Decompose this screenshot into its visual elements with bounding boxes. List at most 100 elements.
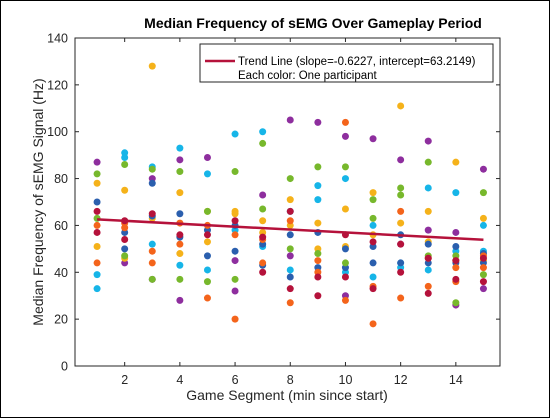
data-point — [121, 153, 129, 161]
data-point — [341, 175, 349, 183]
legend-trend-label: Trend Line (slope=-0.6227, intercept=63.… — [238, 56, 476, 68]
data-point — [479, 221, 487, 229]
y-tick-label: 60 — [54, 219, 68, 233]
data-point — [93, 259, 101, 267]
data-point — [148, 179, 156, 187]
data-point — [286, 299, 294, 307]
data-point — [203, 252, 211, 260]
data-point — [231, 275, 239, 283]
data-point — [369, 273, 377, 281]
data-point — [452, 299, 460, 307]
data-point — [203, 170, 211, 178]
data-point — [314, 292, 322, 300]
data-point — [176, 144, 184, 152]
data-point — [286, 207, 294, 215]
data-point — [148, 210, 156, 218]
data-point — [314, 219, 322, 227]
data-point — [93, 198, 101, 206]
data-point — [148, 240, 156, 248]
data-point — [176, 189, 184, 197]
data-point — [424, 282, 432, 290]
data-point — [148, 275, 156, 283]
data-point — [259, 233, 267, 241]
data-point — [176, 240, 184, 248]
data-point — [479, 264, 487, 272]
legend: Trend Line (slope=-0.6227, intercept=63.… — [199, 43, 494, 83]
data-point — [93, 243, 101, 251]
data-point — [231, 247, 239, 255]
data-point — [397, 207, 405, 215]
data-point — [203, 238, 211, 246]
x-tick-label: 10 — [339, 373, 353, 387]
data-point — [93, 207, 101, 215]
data-point — [479, 254, 487, 262]
data-point — [203, 207, 211, 215]
data-point — [259, 259, 267, 267]
data-point — [341, 296, 349, 304]
y-axis-label: Median Frequency of sEMG Signal (Hz) — [30, 78, 46, 325]
y-tick-label: 100 — [47, 125, 68, 139]
data-point — [369, 221, 377, 229]
trend-line — [97, 218, 484, 242]
data-point — [176, 261, 184, 269]
data-point — [121, 235, 129, 243]
data-point — [397, 268, 405, 276]
data-point — [397, 240, 405, 248]
data-point — [148, 247, 156, 255]
data-point — [121, 186, 129, 194]
data-point — [314, 163, 322, 171]
data-point — [479, 271, 487, 279]
data-point — [424, 266, 432, 274]
data-point — [176, 275, 184, 283]
data-point — [424, 289, 432, 297]
data-point — [231, 168, 239, 176]
y-tick-label: 120 — [47, 78, 68, 92]
data-point — [341, 259, 349, 267]
data-point — [479, 214, 487, 222]
data-point — [93, 285, 101, 293]
data-point — [424, 184, 432, 192]
data-point — [369, 259, 377, 267]
data-point — [452, 264, 460, 272]
data-point — [341, 273, 349, 281]
data-point — [259, 191, 267, 199]
plot-area — [74, 37, 501, 367]
data-point — [286, 245, 294, 253]
x-tick-label: 14 — [449, 373, 463, 387]
data-point — [314, 196, 322, 204]
data-point — [424, 137, 432, 145]
data-point — [203, 153, 211, 161]
data-point — [341, 132, 349, 140]
data-point — [286, 217, 294, 225]
data-point — [121, 161, 129, 169]
legend-box — [199, 43, 494, 83]
legend-participant-label: Each color: One participant — [238, 70, 378, 82]
data-point — [452, 158, 460, 166]
chart-title: Median Frequency of sEMG Over Gameplay P… — [144, 15, 482, 31]
data-point — [121, 245, 129, 253]
data-point — [121, 224, 129, 232]
trend-line-layer — [97, 218, 484, 242]
data-point — [231, 217, 239, 225]
data-point — [397, 156, 405, 164]
data-point — [231, 315, 239, 323]
data-point — [341, 118, 349, 126]
data-point — [176, 168, 184, 176]
data-point — [314, 257, 322, 265]
data-point — [369, 196, 377, 204]
data-point — [148, 62, 156, 70]
data-point — [341, 205, 349, 213]
data-point — [452, 257, 460, 265]
data-point — [231, 210, 239, 218]
data-point — [93, 221, 101, 229]
data-point — [479, 165, 487, 173]
data-point — [286, 116, 294, 124]
data-point — [203, 278, 211, 286]
data-point — [93, 271, 101, 279]
y-tick-label: 0 — [61, 360, 68, 374]
data-point — [148, 165, 156, 173]
data-point — [176, 231, 184, 239]
data-point — [369, 214, 377, 222]
x-tick-label: 8 — [287, 373, 294, 387]
data-point — [259, 139, 267, 147]
